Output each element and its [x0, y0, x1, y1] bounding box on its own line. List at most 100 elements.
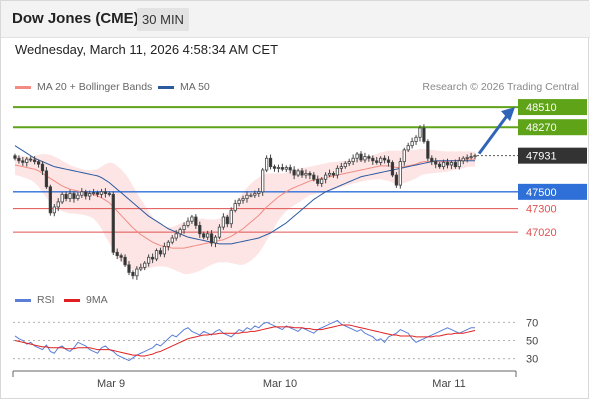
candle-body [194, 216, 198, 226]
candle-body [339, 166, 343, 169]
candle-body [261, 169, 265, 193]
x-tick-label: Mar 9 [97, 378, 125, 390]
rsi-tick-30: 30 [526, 354, 538, 366]
projection-arrowhead [501, 107, 515, 122]
candle-body [382, 157, 387, 161]
candle-body [147, 256, 151, 264]
legend-rsi: RSI [15, 294, 55, 306]
candle-body [253, 193, 257, 196]
candle-body [174, 233, 178, 239]
candle-body [36, 161, 41, 165]
candle-body [56, 201, 60, 208]
target-label-48270: 48270 [526, 122, 557, 134]
candle-body [95, 192, 100, 195]
candle-body [150, 256, 155, 260]
support-label-47300: 47300 [526, 204, 557, 216]
candle-body [68, 193, 72, 199]
target-badge-48270 [518, 119, 587, 136]
candle-body [245, 194, 249, 199]
candle-body [398, 161, 402, 186]
candle-body [202, 233, 206, 238]
candle-body [213, 236, 218, 244]
candle-body [91, 192, 96, 195]
support-label-47020: 47020 [526, 227, 557, 239]
candle-body [272, 166, 277, 169]
candle-body [166, 241, 170, 247]
candle-body [107, 193, 111, 195]
candle-body [465, 157, 469, 159]
legend-ma20-swatch [15, 85, 31, 89]
header-bar: Dow Jones (CME) 30 MIN [1, 1, 590, 38]
bollinger-band [14, 149, 476, 275]
candle-body [434, 161, 438, 165]
candle-body [402, 149, 406, 163]
candle-body [288, 167, 292, 171]
legend-9ma-swatch [64, 298, 80, 302]
legend-ma50-label: MA 50 [180, 81, 210, 93]
candle-body [320, 178, 324, 184]
candle-body [241, 198, 245, 201]
candle-body [186, 220, 190, 226]
timeframe-badge[interactable]: 30 MIN [137, 8, 189, 31]
pivot-badge [518, 183, 587, 200]
candle-body [327, 172, 332, 176]
candle-body [143, 262, 147, 268]
candle-body [300, 170, 304, 176]
candle-body [182, 225, 186, 231]
candle-body [406, 145, 410, 151]
rsi-tick-50: 50 [526, 336, 538, 348]
candle-body [379, 157, 383, 163]
candle-body [453, 162, 457, 168]
candle-body [33, 159, 37, 163]
candle-body [343, 162, 347, 168]
candle-body [88, 193, 92, 197]
ma20-line [14, 158, 476, 249]
candle-body [40, 163, 45, 172]
candle-body [473, 155, 477, 158]
legend-ma50-swatch [158, 85, 174, 89]
legend-ma50: MA 50 [158, 81, 210, 93]
candle-body [441, 162, 446, 168]
candle-body [154, 250, 159, 260]
candle-body [331, 172, 336, 176]
candle-body [430, 157, 434, 163]
candle-body [359, 153, 363, 161]
candle-body [390, 162, 395, 176]
target-badge-48510 [518, 99, 587, 116]
candle-body [229, 209, 233, 225]
candle-body [355, 153, 359, 159]
candle-body [237, 199, 241, 204]
candle-body [135, 268, 139, 277]
candle-body [461, 157, 465, 162]
candle-body [351, 157, 355, 163]
candle-body [198, 225, 202, 235]
candle-body [308, 172, 312, 176]
candle-body [131, 272, 135, 277]
candle-body [363, 156, 367, 161]
timestamp: Wednesday, March 11, 2026 4:58:34 AM CET [15, 42, 279, 57]
last-price-badge [518, 147, 587, 164]
candle-body [52, 206, 56, 214]
candle-body [375, 160, 379, 163]
legend-9ma-label: 9MA [86, 294, 108, 306]
candle-body [284, 167, 288, 170]
candle-body [257, 191, 261, 194]
candle-body [386, 159, 391, 163]
candle-body [418, 127, 422, 138]
candles [13, 124, 477, 280]
candle-body [323, 174, 328, 180]
candle-body [394, 174, 399, 186]
candle-body [99, 191, 104, 195]
candle-body [170, 237, 174, 243]
candle-body [225, 216, 229, 225]
candle-body [123, 256, 127, 266]
rsi-9ma-line [14, 324, 476, 357]
candle-body [217, 226, 222, 238]
candle-body [162, 245, 167, 255]
last-price-label: 47931 [526, 151, 557, 163]
candle-body [335, 167, 340, 176]
candle-body [457, 160, 461, 168]
candle-body [178, 229, 182, 235]
